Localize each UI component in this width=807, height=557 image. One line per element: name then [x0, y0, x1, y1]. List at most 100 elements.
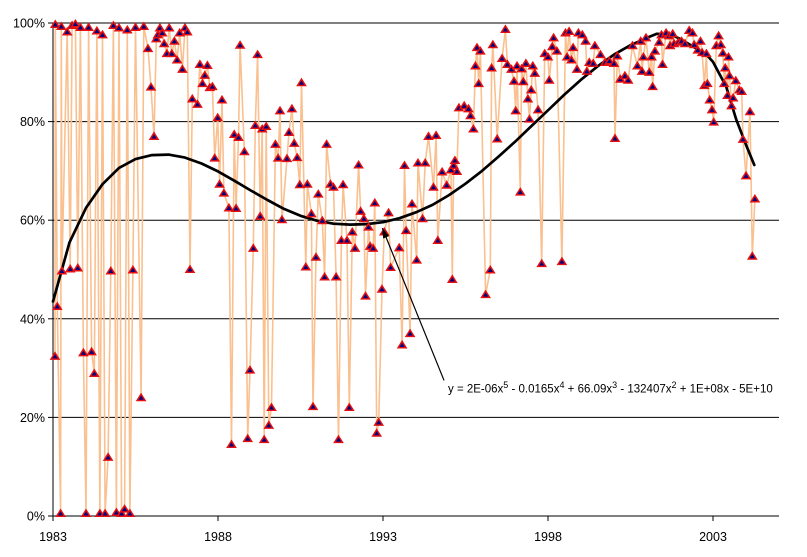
data-point-marker [667, 28, 679, 38]
data-point-marker [746, 251, 758, 260]
data-point-marker [595, 49, 606, 59]
data-point-marker [619, 70, 631, 80]
data-markers [49, 18, 761, 518]
data-point-marker [724, 70, 735, 80]
data-point-marker [520, 58, 532, 67]
data-point-marker [449, 155, 461, 165]
data-point-marker [473, 78, 485, 88]
data-point-marker [632, 60, 643, 70]
data-point-marker [404, 328, 416, 338]
data-point-marker [406, 198, 418, 208]
trendline-equation: y = 2E-06x5 - 0.0165x4 + 66.09x3 - 13240… [448, 380, 773, 396]
data-point-marker [270, 139, 281, 148]
data-point-marker [727, 92, 739, 102]
data-point-marker [546, 41, 558, 51]
data-point-marker [214, 179, 225, 188]
data-point-marker [679, 38, 691, 48]
data-point-marker [587, 58, 599, 67]
data-point-marker [446, 274, 458, 283]
data-point-marker [396, 339, 408, 349]
data-point-marker [148, 131, 160, 140]
y-tick-label: 80% [20, 115, 45, 129]
data-point-marker [589, 40, 601, 50]
data-point-marker [441, 180, 453, 189]
data-point-marker [609, 133, 621, 142]
data-point-marker [223, 202, 235, 212]
data-point-marker [294, 179, 306, 189]
data-point-marker [511, 60, 523, 70]
data-point-marker [749, 193, 761, 203]
data-point-marker [640, 32, 652, 42]
data-point-marker [116, 508, 127, 518]
data-point-marker [296, 77, 307, 87]
y-tick-label: 100% [13, 17, 45, 31]
data-point-marker [516, 63, 527, 73]
data-point-marker [500, 24, 511, 33]
equation-annotation: y = 2E-06x5 - 0.0165x4 + 66.09x3 - 13240… [381, 227, 773, 396]
data-point-marker [561, 51, 573, 61]
data-point-marker [581, 66, 593, 75]
data-point-marker [102, 452, 114, 461]
data-point-marker [445, 164, 457, 174]
data-point-marker [657, 59, 668, 68]
data-point-marker [436, 166, 448, 176]
data-point-marker [186, 93, 198, 103]
data-point-marker [258, 434, 270, 444]
data-point-marker [121, 24, 133, 34]
data-point-marker [321, 139, 332, 148]
data-point-marker [451, 166, 463, 175]
data-point-marker [343, 402, 355, 412]
data-point-marker [542, 51, 554, 61]
data-point-marker [608, 58, 620, 67]
data-point-marker [653, 37, 665, 46]
data-point-marker [529, 68, 541, 77]
data-point-marker [419, 157, 431, 167]
data-point-marker [274, 105, 286, 115]
data-point-marker [448, 160, 459, 170]
data-point-marker [358, 213, 370, 223]
data-point-marker [130, 22, 141, 31]
data-point-marker [64, 263, 76, 273]
data-point-marker [249, 120, 261, 130]
data-point-marker [209, 153, 221, 162]
y-tick-label: 60% [20, 214, 45, 228]
data-point-marker [428, 182, 439, 191]
data-point-marker [113, 22, 125, 32]
data-point-marker [536, 258, 548, 268]
data-point-marker [61, 26, 73, 36]
x-tick-label: 1998 [534, 530, 562, 544]
data-point-marker [551, 46, 563, 55]
data-point-marker [212, 112, 224, 122]
data-point-marker [184, 264, 196, 274]
data-point-marker [713, 30, 724, 40]
data-point-marker [643, 67, 655, 76]
data-point-marker [197, 78, 208, 88]
y-tick-label: 20% [20, 411, 45, 425]
data-point-marker [177, 64, 188, 73]
data-point-marker [328, 182, 339, 191]
x-axis-labels: 1983 1988 1993 1998 2003 [39, 516, 727, 544]
data-point-marker [532, 104, 544, 114]
data-point-marker [83, 22, 94, 31]
data-point-marker [458, 100, 470, 110]
data-point-marker [244, 365, 256, 374]
data-point-marker [376, 284, 388, 293]
data-point-marker [260, 121, 272, 131]
data-point-marker [276, 214, 288, 224]
data-point-marker [199, 70, 211, 79]
data-point-marker [346, 226, 358, 236]
data-point-marker [367, 243, 379, 252]
data-point-marker [337, 179, 349, 189]
data-point-marker [226, 439, 237, 449]
axes [52, 23, 779, 517]
data-point-marker [307, 401, 319, 411]
data-point-marker [216, 94, 228, 104]
data-point-marker [369, 197, 381, 207]
data-point-marker [207, 81, 218, 91]
x-tick-label: 1988 [204, 530, 232, 544]
data-point-marker [430, 130, 442, 139]
data-point-marker [730, 75, 742, 85]
data-point-marker [355, 206, 366, 215]
data-point-marker [300, 261, 312, 271]
